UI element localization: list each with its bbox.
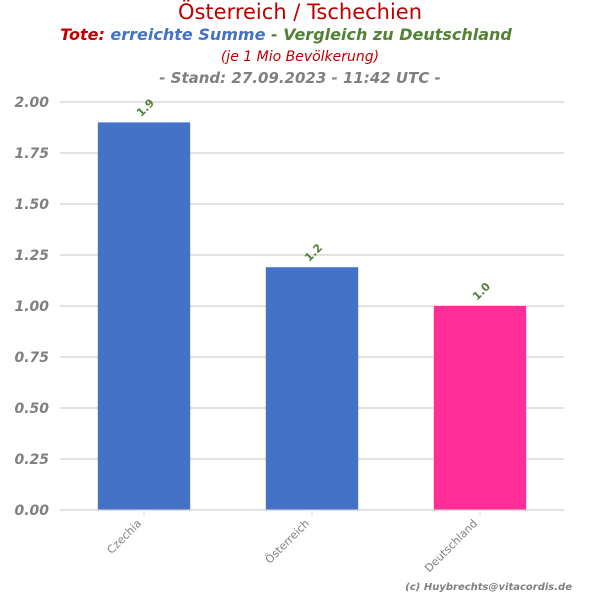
x-tick-label: Czechia [104, 517, 144, 557]
data-label: 1.9 [134, 96, 157, 119]
subtitle-tote: Tote: [60, 25, 110, 44]
y-tick-label: 0.50 [14, 401, 49, 417]
y-tick-label: 2.00 [14, 95, 49, 111]
y-axis: 0.00 0.25 0.50 0.75 1.00 1.25 1.50 1.75 2.00 [14, 95, 49, 519]
bars: 1.9 1.2 1.0 [97, 96, 527, 511]
chart-subtitle-note: (je 1 Mio Bevölkerung) [221, 49, 379, 65]
x-axis: Czechia Österreich Deutschland [60, 509, 564, 575]
bar [265, 267, 359, 510]
x-tick-label: Österreich [263, 517, 312, 566]
y-tick-label: 1.00 [14, 299, 49, 315]
bar [433, 306, 527, 510]
y-tick-label: 1.25 [14, 248, 49, 264]
data-label: 1.2 [302, 241, 325, 264]
y-tick-label: 0.75 [14, 350, 49, 366]
y-tick-label: 1.75 [14, 146, 49, 162]
data-label: 1.0 [470, 280, 493, 303]
chart-subtitle: Tote: erreichte Summe - Vergleich zu Deu… [60, 25, 512, 44]
chart-timestamp: - Stand: 27.09.2023 - 11:42 UTC - [159, 69, 441, 87]
y-tick-label: 0.00 [14, 503, 49, 519]
y-tick-label: 1.50 [14, 197, 49, 213]
subtitle-vergleich: - Vergleich zu Deutschland [265, 25, 512, 44]
y-tick-label: 0.25 [14, 452, 49, 468]
bar [97, 122, 191, 511]
x-tick-label: Deutschland [422, 517, 480, 575]
chart-title: Österreich / Tschechien [178, 0, 422, 24]
credit-text: (c) Huybrechts@vitacordis.de [405, 582, 572, 593]
subtitle-summe: erreichte Summe [110, 25, 265, 44]
